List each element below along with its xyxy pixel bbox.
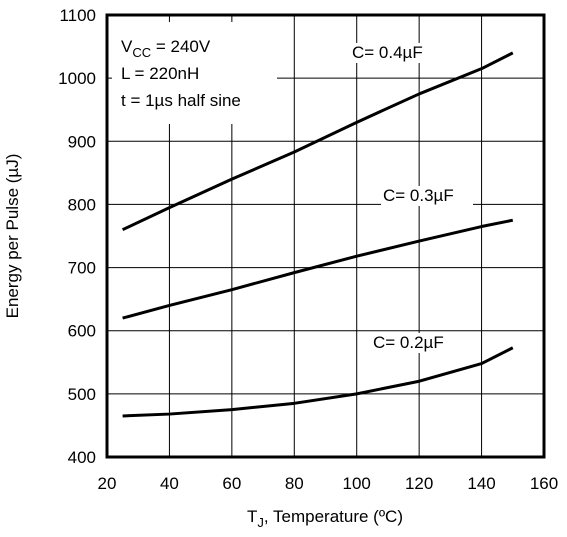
condition-main: L = 220nH: [121, 64, 199, 83]
x-tick-label: 120: [405, 474, 433, 493]
series-line: [121, 51, 514, 232]
condition-tail: = 240V: [151, 37, 211, 56]
y-tick-label: 600: [68, 322, 96, 341]
condition-text: t = 1µs half sine: [121, 91, 241, 110]
series-label: C= 0.3µF: [383, 186, 454, 205]
conditions-box: [112, 22, 277, 124]
condition-sub: CC: [132, 45, 151, 60]
condition-text: L = 220nH: [121, 64, 199, 83]
series-label: C= 0.2µF: [373, 333, 444, 352]
series-label-bg: [371, 333, 463, 353]
x-label-main: T: [247, 507, 257, 526]
x-tick-label: 100: [343, 474, 371, 493]
x-tick-label: 80: [285, 474, 304, 493]
x-tick-label: 160: [530, 474, 558, 493]
y-tick-label: 700: [68, 259, 96, 278]
series-label: C= 0.4µF: [352, 43, 423, 62]
y-axis-label: Energy per Pulse (µJ): [3, 154, 22, 319]
series-label-bg: [350, 43, 442, 63]
y-tick-label: 500: [68, 385, 96, 404]
x-label-tail: , Temperature (ºC): [264, 507, 403, 526]
y-tick-label: 1000: [58, 69, 96, 88]
condition-main: V: [121, 37, 133, 56]
condition-text: VCC = 240V: [121, 37, 211, 60]
x-axis-label: TJ, Temperature (ºC): [247, 507, 403, 530]
x-tick-label: 60: [222, 474, 241, 493]
series-line: [122, 218, 514, 320]
series-line: [122, 346, 514, 418]
y-tick-label: 800: [68, 195, 96, 214]
x-label-sub: J: [257, 515, 264, 530]
x-tick-label: 20: [98, 474, 117, 493]
y-tick-label: 900: [68, 132, 96, 151]
plot-frame: [105, 13, 546, 459]
x-tick-label: 40: [160, 474, 179, 493]
y-tick-label: 1100: [59, 6, 96, 25]
x-tick-label: 140: [467, 474, 495, 493]
condition-main: t = 1µs half sine: [121, 91, 241, 110]
series-label-bg: [381, 186, 473, 206]
y-tick-label: 400: [68, 448, 96, 467]
